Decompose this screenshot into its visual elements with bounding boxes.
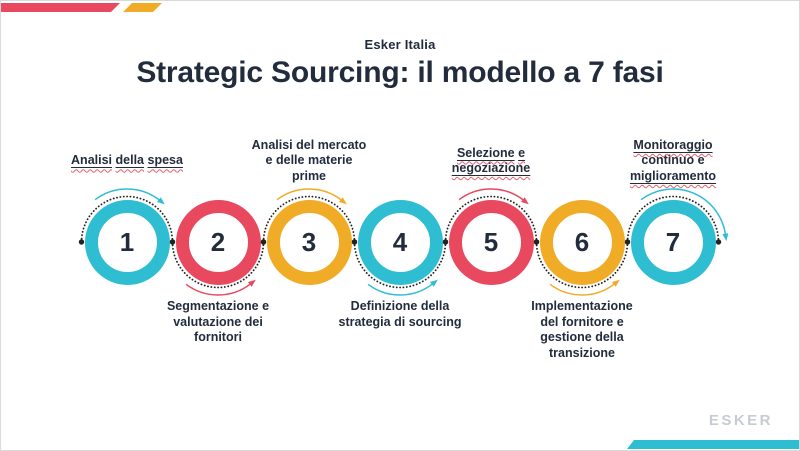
page-title: Strategic Sourcing: il modello a 7 fasi bbox=[136, 56, 664, 89]
phase-number: 5 bbox=[483, 227, 499, 257]
phase-number: 4 bbox=[392, 227, 408, 257]
phase-arc-decoration bbox=[351, 239, 449, 296]
phase-arc-decoration bbox=[169, 239, 267, 296]
phase-label-top: Analisi della spesa bbox=[71, 153, 183, 168]
phase-number: 6 bbox=[574, 227, 590, 257]
phase-label-bottom: Definizione della strategia di sourcing bbox=[338, 299, 462, 329]
phase-label-bottom: Segmentazione e valutazione dei fornitori bbox=[166, 299, 270, 344]
deco-stripe-yellow bbox=[123, 3, 162, 12]
phase-arc-decoration bbox=[624, 188, 729, 245]
phase-item: 4 Definizione della strategia di sourcing bbox=[339, 187, 461, 329]
phase-item: Analisi del mercato e delle materie prime … bbox=[252, 138, 366, 297]
phase-number: 3 bbox=[301, 227, 317, 257]
phase-item: Analisi della spesa 1 bbox=[71, 153, 183, 297]
phase-label-top: Monitoraggio continuo e miglioramento bbox=[629, 137, 717, 183]
phase-item: 2 Segmentazione e valutazione dei fornitor… bbox=[167, 187, 269, 344]
phase-arc-decoration bbox=[260, 188, 358, 245]
phase-number: 7 bbox=[665, 227, 681, 257]
phase-label-top: Analisi del mercato e delle materie prime bbox=[251, 137, 367, 183]
phase-number: 2 bbox=[210, 227, 226, 257]
phase-item: 6 Implementazione del fornitore e gestione… bbox=[531, 187, 633, 360]
esker-logo: ESKER bbox=[708, 412, 773, 429]
deco-stripe-teal bbox=[627, 440, 799, 449]
deco-stripe-red bbox=[1, 3, 120, 12]
phase-item: Selezione e negoziazione 5 bbox=[442, 146, 540, 297]
phase-ring bbox=[448, 199, 534, 285]
slide-eyebrow: Esker Italia bbox=[364, 37, 436, 52]
phase-arc-decoration bbox=[78, 188, 176, 245]
phase-label-top: Selezione e negoziazione bbox=[451, 145, 531, 176]
phase-number: 1 bbox=[119, 227, 135, 257]
phase-label-bottom: Implementazione del fornitore e gestione d… bbox=[531, 299, 633, 360]
phase-item: Monitoraggio continuo e miglioramento 7 bbox=[624, 138, 729, 297]
